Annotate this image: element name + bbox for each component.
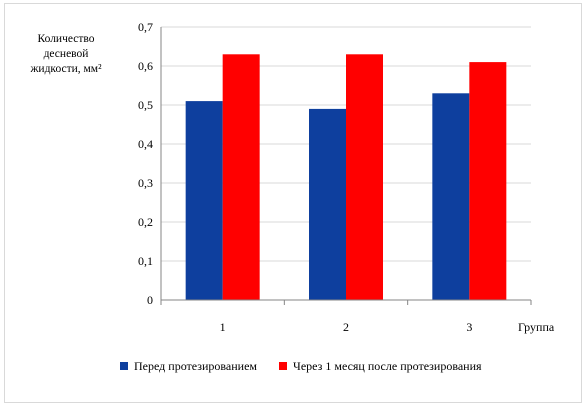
x-axis-label: Группа <box>518 320 555 334</box>
y-axis-label-line-2: десневой <box>43 48 89 60</box>
legend-item-after: Через 1 месяц после протезирования <box>279 359 482 374</box>
bar-after-group-1 <box>222 54 260 300</box>
y-axis-label-line-3: жидкости, мм² <box>30 63 102 75</box>
legend-label-after: Через 1 месяц после протезирования <box>293 358 482 373</box>
y-axis-label: Количество десневой жидкости, мм² <box>18 32 114 77</box>
y-tick-label: 0,4 <box>138 137 153 151</box>
legend-swatch-after <box>279 362 288 370</box>
y-tick-label: 0,2 <box>138 215 153 229</box>
legend-item-before: Перед протезированием <box>120 359 257 374</box>
axes: 0 0,1 0,2 0,3 0,4 0,5 0,6 0,7 1 2 3 <box>138 20 532 334</box>
legend: Перед протезированием Через 1 месяц посл… <box>120 358 504 374</box>
y-axis-label-line-1: Количество <box>37 33 95 45</box>
y-tick-label: 0 <box>147 293 153 307</box>
x-tick-label: 3 <box>466 320 472 334</box>
legend-label-before: Перед протезированием <box>134 358 258 373</box>
y-tick-label: 0,1 <box>138 254 153 268</box>
y-tick-label: 0,5 <box>138 98 153 112</box>
bar-before-group-1 <box>185 101 223 300</box>
x-tick-label: 2 <box>343 320 349 334</box>
bar-after-group-3 <box>469 62 507 300</box>
legend-swatch-before <box>120 362 128 370</box>
y-tick-label: 0,7 <box>138 20 153 34</box>
x-tick-label: 1 <box>220 320 226 334</box>
bar-before-group-2 <box>309 108 346 301</box>
bar-before-group-3 <box>432 93 470 300</box>
bar-after-group-2 <box>346 54 383 300</box>
y-tick-label: 0,6 <box>138 59 153 73</box>
bars <box>185 54 507 301</box>
y-tick-label: 0,3 <box>138 176 153 190</box>
